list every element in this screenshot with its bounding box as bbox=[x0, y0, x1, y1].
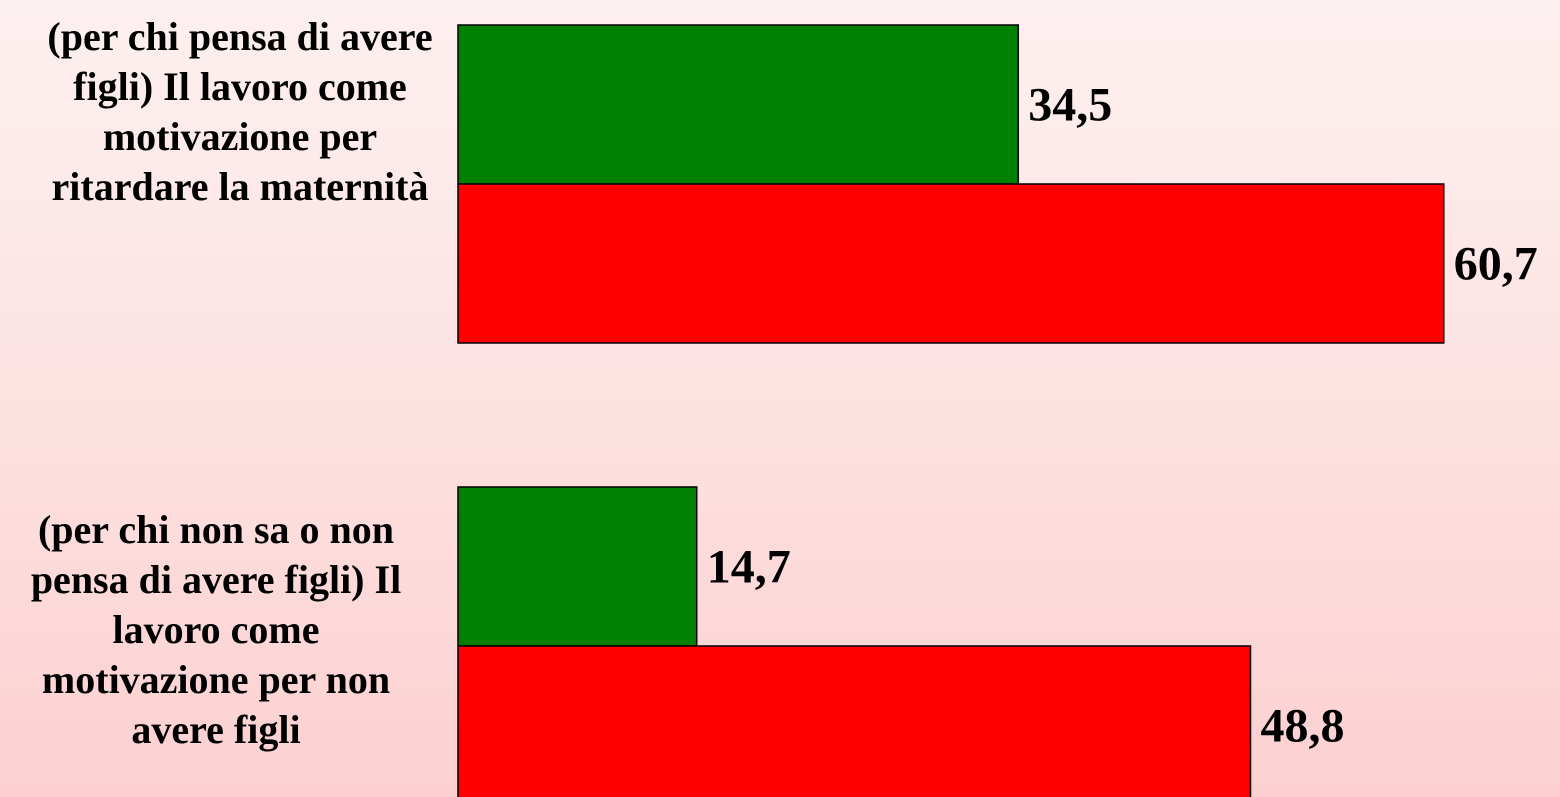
category-label-1: (per chi pensa di avere figli) Il lavoro… bbox=[47, 14, 433, 209]
data-label-red-2: 48,8 bbox=[1261, 700, 1345, 753]
bar-red-2 bbox=[457, 645, 1252, 797]
bar-green-2 bbox=[457, 486, 698, 647]
data-label-red-1: 60,7 bbox=[1454, 238, 1538, 291]
bar-green-1 bbox=[457, 24, 1020, 185]
bar-red-1 bbox=[457, 183, 1445, 344]
category-label-2: (per chi non sa o non pensa di avere fig… bbox=[30, 507, 402, 752]
data-label-green-2: 14,7 bbox=[707, 541, 791, 594]
data-label-green-1: 34,5 bbox=[1028, 79, 1112, 132]
